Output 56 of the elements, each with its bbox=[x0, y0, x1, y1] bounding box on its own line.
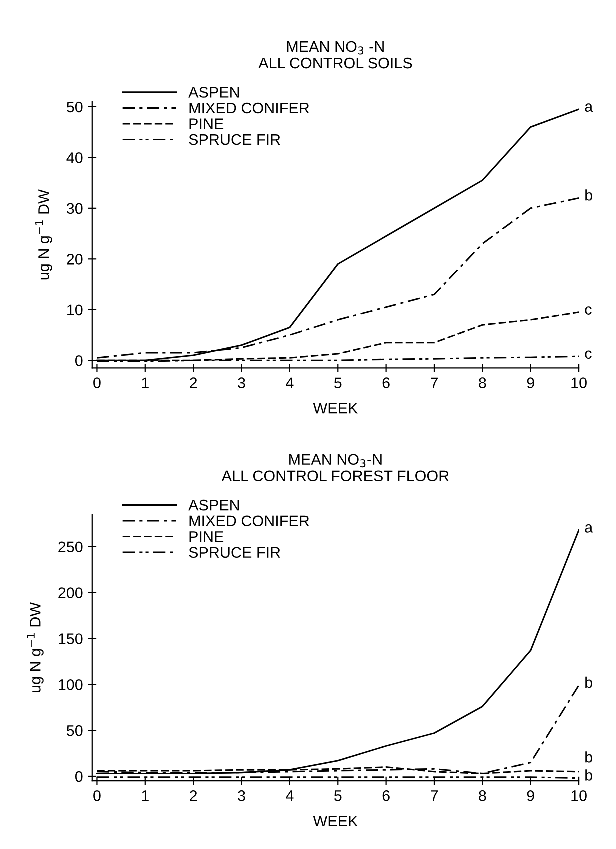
y-axis-title: ug N g$^{−1}$ DW bbox=[36, 190, 52, 280]
text: c bbox=[585, 350, 592, 360]
x-tick-label: 4 bbox=[286, 790, 294, 802]
text: c bbox=[585, 306, 592, 315]
y-tick-label: 40 bbox=[66, 152, 83, 164]
x-tick-label: 7 bbox=[431, 378, 438, 388]
x-tick-label: 9 bbox=[527, 378, 534, 388]
x-axis-title: WEEK bbox=[313, 816, 358, 827]
x-tick-label: 8 bbox=[479, 378, 486, 388]
y-axis-title: ug N g$^{−1}$ DW bbox=[27, 602, 44, 692]
x-tick-label: 2 bbox=[190, 790, 198, 802]
x-tick-label: 10 bbox=[572, 378, 587, 388]
y-tick-label: 200 bbox=[58, 588, 83, 598]
x-tick-label: 5 bbox=[334, 790, 342, 802]
text: b bbox=[586, 676, 592, 688]
legend-label: MIXED CONIFER bbox=[190, 516, 310, 527]
x-tick-label: 3 bbox=[238, 378, 246, 388]
x-tick-label: 5 bbox=[334, 378, 342, 388]
x-tick-label: 2 bbox=[190, 378, 198, 388]
x-tick-label: 1 bbox=[142, 790, 149, 802]
x-tick-label: 4 bbox=[286, 378, 294, 388]
x-tick-label: 8 bbox=[479, 790, 486, 802]
text: b bbox=[586, 770, 592, 781]
y-tick-label: 10 bbox=[68, 304, 83, 316]
legend-label: ASPEN bbox=[188, 87, 240, 98]
legend-label: ASPEN bbox=[188, 500, 240, 511]
x-tick-label: 1 bbox=[142, 378, 149, 388]
chart-title: MEAN NO$_{3}$-N ALL CONTROL FOREST FLOOR bbox=[222, 454, 449, 482]
legend-label: SPRUCE FIR bbox=[189, 547, 280, 558]
text: b bbox=[586, 752, 592, 763]
x-tick-label: 9 bbox=[527, 790, 534, 802]
x-tick-label: 10 bbox=[572, 790, 587, 802]
y-tick-label: 0 bbox=[75, 355, 83, 366]
text: a bbox=[585, 524, 594, 533]
x-tick-label: 3 bbox=[238, 790, 246, 802]
x-tick-label: 6 bbox=[382, 790, 390, 802]
y-tick-label: 50 bbox=[66, 102, 83, 113]
y-tick-label: 0 bbox=[75, 771, 83, 782]
text: b bbox=[586, 190, 592, 201]
y-tick-label: 50 bbox=[66, 725, 83, 736]
text: a bbox=[585, 104, 594, 112]
x-tick-label: 7 bbox=[431, 790, 438, 802]
x-axis-title: WEEK bbox=[313, 403, 358, 414]
y-tick-label: 30 bbox=[66, 203, 83, 214]
x-tick-label: 0 bbox=[94, 378, 101, 388]
y-tick-label: 20 bbox=[67, 254, 83, 265]
x-tick-label: 6 bbox=[382, 378, 390, 388]
x-tick-label: 0 bbox=[94, 790, 101, 802]
legend-label: MIXED CONIFER bbox=[190, 102, 310, 114]
legend-label: SPRUCE FIR bbox=[189, 134, 280, 146]
legend-label: PINE bbox=[190, 532, 224, 542]
y-tick-label: 150 bbox=[59, 634, 83, 644]
chart-title: MEAN NO$_{3}$ -N ALL CONTROL SOILS bbox=[258, 41, 412, 69]
y-tick-label: 100 bbox=[59, 680, 83, 690]
legend-label: PINE bbox=[190, 118, 224, 130]
y-tick-label: 250 bbox=[58, 542, 83, 553]
